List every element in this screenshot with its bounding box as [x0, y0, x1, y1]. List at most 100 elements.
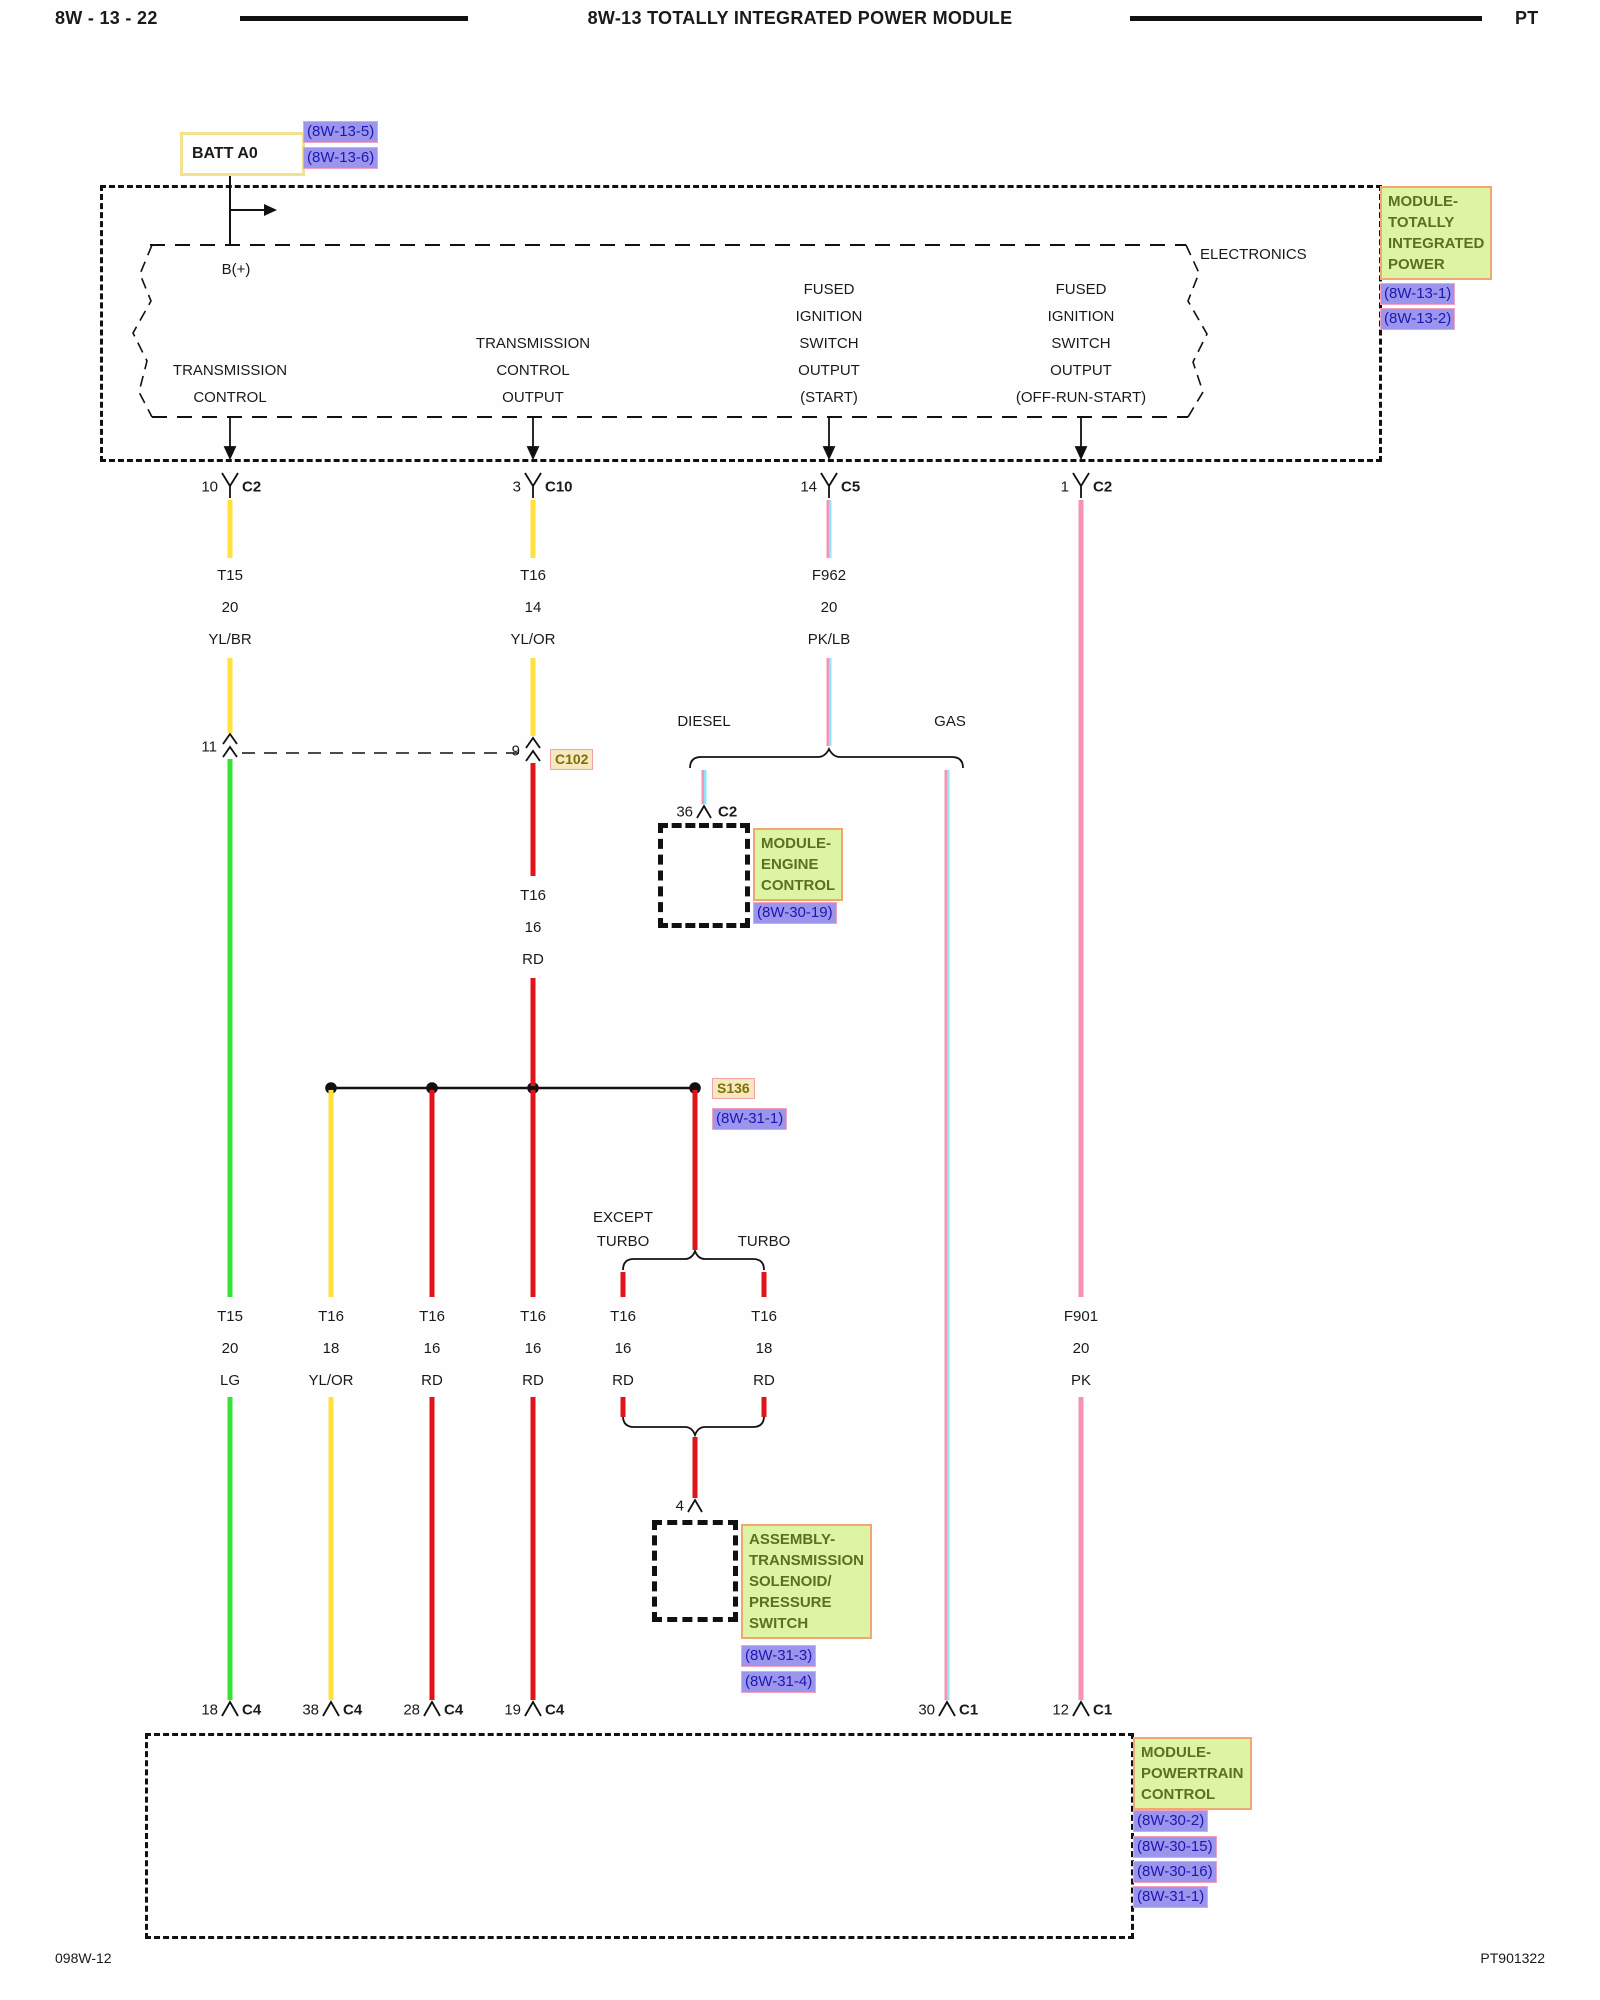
- label-line: (OFF-RUN-START): [1015, 389, 1147, 406]
- ref-8w-30-15: (8W-30-15): [1133, 1836, 1217, 1858]
- ref-8w-13-5: (8W-13-5): [303, 121, 379, 143]
- wire-t16-ylor-seg2: [530, 658, 536, 736]
- page-code: 8W - 13 - 22: [55, 8, 158, 28]
- connector-c102-label: C102: [550, 749, 594, 770]
- battery-feed-line: [229, 172, 264, 245]
- module-ecm-box: [658, 823, 750, 928]
- label-line: TRANSMISSION: [475, 335, 591, 352]
- label-line: 14: [524, 599, 542, 616]
- splice-s136-label: S136: [712, 1078, 755, 1099]
- label-line: PK/LB: [807, 631, 851, 648]
- connector-name: C10: [545, 478, 573, 496]
- connector-name: C4: [343, 1701, 363, 1719]
- label-line: OUTPUT: [798, 362, 860, 379]
- label-line: MODULE-: [761, 835, 831, 852]
- label-line: OUTPUT: [1050, 362, 1112, 379]
- label-line: SWITCH: [1051, 335, 1111, 352]
- wire-t16-rd-a-seg2: [429, 1397, 435, 1700]
- label-line: T15: [217, 567, 243, 584]
- page-title: 8W-13 TOTALLY INTEGRATED POWER MODULE: [587, 8, 1013, 28]
- wire-t16-rd-main-seg1: [530, 763, 536, 876]
- label-line: IGNITION: [795, 308, 863, 325]
- pin-number: 9: [511, 742, 520, 760]
- wire-t16-ylor18-seg2: [328, 1397, 334, 1700]
- label-line: YL/OR: [308, 1372, 354, 1389]
- label-line: TRANSMISSION: [172, 362, 288, 379]
- label-line: YL/BR: [208, 631, 252, 648]
- label-line: CONTROL: [1141, 1786, 1216, 1803]
- connector-name: C2: [242, 478, 262, 496]
- wire-t15-lg-seg1: [227, 759, 233, 1297]
- ref-8w-31-4: (8W-31-4): [741, 1671, 817, 1693]
- label-line: ASSEMBLY-: [749, 1531, 836, 1548]
- wire-turbo-seg2: [761, 1397, 767, 1417]
- module-ecm-title: MODULE- ENGINE CONTROL: [753, 828, 844, 901]
- pin-number: 38: [302, 1701, 319, 1719]
- wire-except-turbo-seg2: [620, 1397, 626, 1417]
- wire-t16-rd-main-seg2: [530, 978, 536, 1086]
- connector-name: C2: [1093, 478, 1113, 496]
- label-line: F962: [811, 567, 847, 584]
- label-line: 20: [1072, 1340, 1090, 1357]
- label-line: SWITCH: [749, 1615, 809, 1632]
- pin-number: 4: [675, 1497, 684, 1515]
- wire-t16-rd-b-seg1: [530, 1090, 536, 1297]
- connector-name: C4: [242, 1701, 262, 1719]
- label-line: RD: [522, 1372, 544, 1389]
- ref-8w-31-1-pcm: (8W-31-1): [1133, 1886, 1209, 1908]
- wire-f962-seg2: [826, 658, 832, 746]
- label-line: 20: [221, 599, 239, 616]
- label-line: PRESSURE: [749, 1594, 832, 1611]
- ref-8w-30-16: (8W-30-16): [1133, 1861, 1217, 1883]
- wire-t15-ylbr-seg2: [227, 658, 233, 733]
- wire-label-f901: F901 20 PK: [1064, 1301, 1098, 1397]
- label-line: FUSED: [803, 281, 855, 298]
- section-code: PT: [1515, 8, 1539, 28]
- pin-number: 1: [1060, 478, 1069, 496]
- assembly-solenoid-title: ASSEMBLY- TRANSMISSION SOLENOID/ PRESSUR…: [741, 1524, 873, 1639]
- label-line: FUSED: [1055, 281, 1107, 298]
- wire-gas-branch: [944, 770, 950, 1700]
- label-line: PK: [1070, 1372, 1092, 1389]
- ref-8w-31-1-splice: (8W-31-1): [712, 1108, 788, 1130]
- label-line: 20: [820, 599, 838, 616]
- label-line: T16: [610, 1308, 636, 1325]
- module-tipm-box: [100, 185, 1382, 462]
- tipm-inner-boundary: [132, 244, 1208, 418]
- label-line: 16: [423, 1340, 441, 1357]
- label-line: CONTROL: [496, 362, 570, 379]
- wire-except-turbo-seg1: [620, 1272, 626, 1297]
- wire-label-t15-lg: T15 20 LG: [217, 1301, 243, 1397]
- turbo-split-brace: [622, 1248, 765, 1271]
- ref-8w-30-2: (8W-30-2): [1133, 1810, 1209, 1832]
- top-connector-icons: [221, 472, 1090, 498]
- wire-t16-ylor18-seg1: [328, 1090, 334, 1297]
- bottom-connector-icons: [221, 1700, 1090, 1717]
- connector-name: C4: [545, 1701, 565, 1719]
- label-line: POWERTRAIN: [1141, 1765, 1244, 1782]
- connector-name: C2: [718, 803, 738, 821]
- wire-label-t16-rd-b: T16 16 RD: [520, 1301, 546, 1397]
- label-line: 20: [221, 1340, 239, 1357]
- label-line: T16: [520, 887, 546, 904]
- label-line: (START): [800, 389, 858, 406]
- wire-t16-rd-b-seg2: [530, 1397, 536, 1700]
- assembly-solenoid-box: [652, 1520, 738, 1622]
- label-line: RD: [421, 1372, 443, 1389]
- branch-label-except-turbo: EXCEPT TURBO: [593, 1206, 653, 1254]
- tipm-title-line: INTEGRATED: [1388, 235, 1485, 252]
- label-line: CONTROL: [193, 389, 267, 406]
- wire-t15-lg-seg2: [227, 1397, 233, 1700]
- branch-label-diesel: DIESEL: [677, 713, 731, 730]
- label-line: 18: [322, 1340, 340, 1357]
- wire-t16-ylor-seg1: [530, 500, 536, 558]
- pin-number: 12: [1052, 1701, 1069, 1719]
- pin-number: 11: [201, 738, 217, 756]
- label-line: T16: [520, 567, 546, 584]
- ref-8w-31-3: (8W-31-3): [741, 1645, 817, 1667]
- tipm-output-fused-ign-off-run-start: FUSED IGNITION SWITCH OUTPUT (OFF-RUN-ST…: [1016, 276, 1146, 411]
- pin-number: 10: [201, 478, 218, 496]
- header-rule-right: [1130, 16, 1482, 21]
- label-line: ENGINE: [761, 856, 819, 873]
